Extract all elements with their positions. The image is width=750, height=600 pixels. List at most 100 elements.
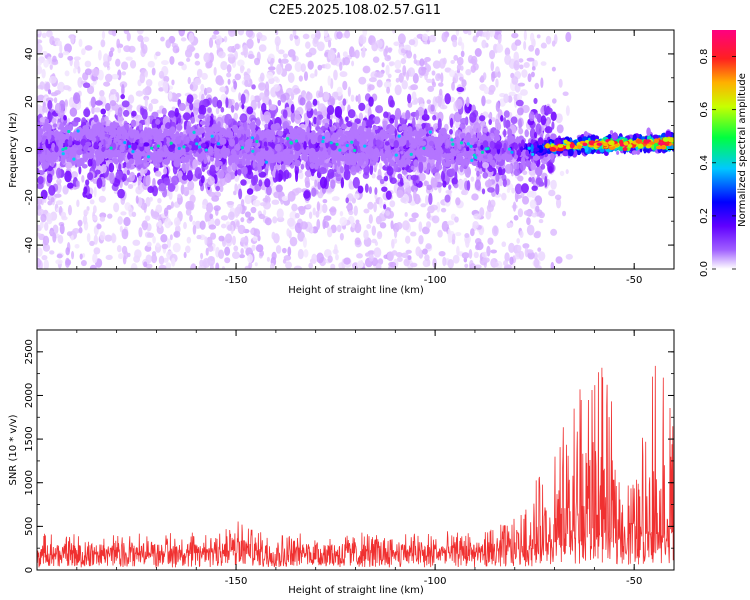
heatmap-cell: [504, 163, 513, 174]
heatmap-cell: [258, 44, 267, 52]
heatmap-cell: [290, 111, 296, 123]
heatmap-cell: [326, 228, 333, 238]
heatmap-cell: [100, 164, 107, 174]
heatmap-cell: [438, 88, 443, 96]
heatmap-cell: [233, 245, 239, 252]
heatmap-cell: [374, 187, 378, 195]
heatmap-cell: [421, 33, 429, 42]
heatmap-cell: [316, 115, 320, 128]
heatmap-cell: [375, 71, 384, 78]
heatmap-cell: [255, 244, 264, 253]
heatmap-cell: [385, 64, 390, 76]
heatmap-cell: [290, 103, 295, 114]
heatmap-cell: [52, 55, 57, 63]
heatmap-cell: [273, 164, 281, 170]
heatmap-cell: [321, 203, 328, 214]
heatmap-cell: [339, 166, 344, 174]
heatmap-cell: [454, 216, 459, 223]
heatmap-cell: [96, 177, 103, 189]
heatmap-cell: [43, 259, 49, 269]
heatmap-cell: [269, 160, 275, 172]
heatmap-cell: [39, 221, 44, 229]
heatmap-cell: [110, 88, 117, 95]
heatmap-cell: [174, 107, 179, 118]
heatmap-cell: [37, 104, 42, 110]
heatmap-cell: [93, 107, 101, 113]
heatmap-cell: [231, 162, 238, 172]
heatmap-cell: [410, 184, 419, 193]
heatmap-cell: [211, 34, 217, 40]
heatmap-cell: [565, 253, 573, 260]
heatmap-cell: [186, 44, 195, 53]
heatmap-cell: [197, 113, 205, 120]
heatmap-cell: [257, 100, 261, 109]
heatmap-cell: [497, 33, 502, 44]
heatmap-cell: [201, 204, 207, 210]
heatmap-cell: [295, 170, 299, 183]
heatmap-cell: [134, 249, 142, 259]
heatmap-cell: [240, 179, 247, 186]
heatmap-cell: [41, 51, 48, 56]
heatmap-cell: [278, 58, 282, 64]
heatmap-cell: [533, 97, 538, 104]
heatmap-cell: [66, 231, 73, 237]
heatmap-cell: [284, 63, 292, 72]
heatmap-cell: [461, 79, 467, 88]
heatmap-cell: [518, 118, 522, 130]
heatmap-cell: [107, 213, 113, 219]
heatmap-cell: [273, 191, 282, 199]
heatmap-cell: [565, 105, 570, 116]
heatmap-cell: [471, 160, 478, 166]
heatmap-cell: [404, 212, 408, 217]
heatmap-cell: [37, 30, 41, 35]
heatmap-cell: [513, 168, 521, 176]
heatmap-cell: [122, 109, 130, 117]
heatmap-cell: [197, 173, 202, 180]
heatmap-cell: [78, 165, 82, 175]
heatmap-cell: [283, 255, 292, 261]
heatmap-cell: [205, 61, 211, 69]
heatmap-cell: [440, 207, 447, 213]
heatmap-cell: [118, 163, 122, 172]
heatmap-cell: [213, 66, 217, 76]
heatmap-cell: [535, 205, 540, 213]
heatmap-cell: [84, 68, 92, 76]
heatmap-cell: [57, 234, 64, 244]
heatmap-cell: [410, 231, 417, 237]
heatmap-cell: [481, 39, 487, 49]
heatmap-cell: [490, 61, 495, 72]
heatmap-cell: [239, 65, 244, 74]
heatmap-cell: [57, 81, 66, 93]
heatmap-cell: [109, 100, 117, 107]
heatmap-cell: [437, 118, 442, 130]
heatmap-cell: [152, 236, 156, 244]
heatmap-cell: [92, 215, 98, 221]
heatmap-cell: [105, 102, 111, 112]
heatmap-cell: [524, 129, 529, 138]
heatmap-cell: [121, 84, 125, 96]
heatmap-cell: [358, 76, 367, 85]
heatmap-cell: [182, 112, 191, 121]
heatmap-cell: [534, 166, 543, 176]
heatmap-cell: [451, 239, 456, 245]
heatmap-cell: [135, 195, 139, 204]
heatmap-cell: [117, 188, 125, 199]
heatmap-cell: [444, 194, 451, 203]
heatmap-cell: [67, 55, 74, 61]
heatmap-cell: [540, 61, 547, 66]
heatmap-cell: [158, 182, 167, 192]
heatmap-cell: [81, 175, 85, 183]
heatmap-cell: [41, 68, 46, 79]
heatmap-cell: [396, 222, 403, 230]
heatmap-cell: [283, 169, 290, 180]
heatmap-cell: [347, 109, 356, 119]
heatmap-cell: [161, 243, 169, 250]
heatmap-cell: [383, 111, 389, 119]
heatmap-cell: [306, 100, 312, 112]
heatmap-cell: [224, 257, 231, 264]
heatmap-cell: [535, 123, 542, 135]
heatmap-cell: [236, 203, 243, 214]
heatmap-cell: [444, 93, 451, 105]
heatmap-cell: [185, 208, 192, 216]
heatmap-cell: [247, 254, 253, 263]
